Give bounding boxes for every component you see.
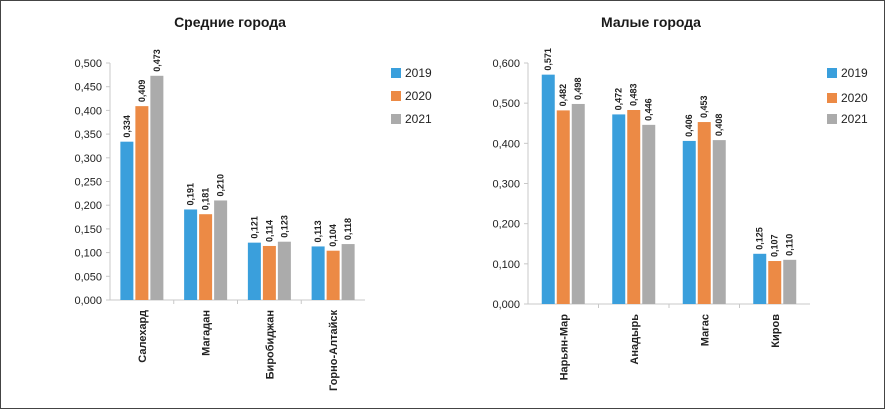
small-legend-swatch bbox=[827, 68, 837, 78]
mid-data-label: 0,123 bbox=[279, 215, 289, 238]
small-chart-title: Малые города bbox=[601, 14, 701, 30]
small-data-label: 0,453 bbox=[699, 96, 709, 119]
small-legend-swatch bbox=[827, 93, 837, 103]
mid-y-tick-label: 0,000 bbox=[74, 295, 102, 307]
mid-y-tick-label: 0,200 bbox=[74, 200, 102, 212]
mid-data-label: 0,113 bbox=[313, 220, 323, 242]
mid-bar bbox=[120, 141, 134, 300]
mid-data-label: 0,191 bbox=[186, 183, 196, 206]
small-category-label: Анадырь bbox=[629, 314, 641, 365]
small-data-label: 0,125 bbox=[755, 227, 765, 250]
mid-legend-swatch bbox=[391, 68, 401, 78]
mid-bar bbox=[326, 250, 340, 300]
small-bar bbox=[627, 109, 641, 305]
mid-bar bbox=[341, 244, 355, 300]
small-category-label: Магас bbox=[699, 314, 711, 346]
mid-bar bbox=[311, 246, 325, 300]
mid-y-tick-label: 0,050 bbox=[74, 271, 102, 283]
small-data-label: 0,483 bbox=[629, 83, 639, 106]
small-bar bbox=[783, 259, 797, 304]
small-bar bbox=[642, 124, 656, 305]
small-bar bbox=[768, 261, 782, 304]
mid-data-label: 0,473 bbox=[152, 49, 162, 72]
small-data-label: 0,408 bbox=[714, 114, 724, 137]
small-bar bbox=[556, 110, 570, 304]
small-data-label: 0,498 bbox=[573, 77, 583, 100]
mid-bar bbox=[199, 214, 213, 300]
mid-data-label: 0,114 bbox=[264, 220, 274, 242]
small-legend-label: 2020 bbox=[841, 91, 868, 105]
small-y-tick-label: 0,100 bbox=[492, 259, 520, 271]
mid-y-tick-label: 0,100 bbox=[74, 248, 102, 260]
mid-legend-swatch bbox=[391, 114, 401, 124]
small-data-label: 0,482 bbox=[558, 84, 568, 107]
mid-category-label: Салехард bbox=[137, 310, 149, 363]
small-y-tick-label: 0,300 bbox=[492, 179, 520, 191]
mid-data-label: 0,409 bbox=[137, 80, 147, 103]
small-category-label: Киров bbox=[770, 314, 782, 348]
small-data-label: 0,446 bbox=[644, 98, 654, 121]
small-data-label: 0,107 bbox=[770, 234, 780, 257]
small-bar bbox=[712, 140, 726, 304]
small-bar bbox=[571, 103, 585, 304]
small-bar bbox=[697, 122, 711, 304]
mid-y-tick-label: 0,300 bbox=[74, 153, 102, 165]
mid-y-tick-label: 0,250 bbox=[74, 177, 102, 189]
small-y-tick-label: 0,400 bbox=[492, 138, 520, 150]
small-y-tick-label: 0,000 bbox=[492, 299, 520, 311]
small-legend-swatch bbox=[827, 114, 837, 124]
mid-y-tick-label: 0,500 bbox=[74, 58, 102, 70]
small-bar bbox=[682, 140, 696, 304]
mid-legend-label: 2021 bbox=[405, 112, 432, 126]
mid-data-label: 0,181 bbox=[201, 188, 211, 211]
mid-data-label: 0,210 bbox=[216, 174, 226, 197]
mid-bar bbox=[214, 200, 228, 300]
mid-bar bbox=[135, 106, 149, 300]
mid-category-label: Магадан bbox=[201, 310, 213, 356]
mid-y-tick-label: 0,400 bbox=[74, 105, 102, 117]
mid-data-label: 0,104 bbox=[328, 224, 338, 247]
small-y-tick-label: 0,600 bbox=[492, 58, 520, 70]
mid-bar bbox=[277, 241, 291, 300]
small-bar bbox=[541, 74, 555, 304]
small-data-label: 0,110 bbox=[785, 234, 795, 256]
mid-legend-label: 2019 bbox=[405, 66, 432, 80]
mid-data-label: 0,118 bbox=[343, 218, 353, 240]
small-y-tick-label: 0,200 bbox=[492, 219, 520, 231]
small-legend-label: 2019 bbox=[841, 66, 868, 80]
small-bar bbox=[612, 114, 626, 304]
mid-data-label: 0,121 bbox=[249, 216, 259, 239]
small-data-label: 0,571 bbox=[543, 48, 553, 71]
mid-bar bbox=[247, 242, 261, 300]
mid-bar bbox=[262, 245, 276, 300]
mid-chart-title: Средние города bbox=[174, 14, 286, 30]
mid-y-tick-label: 0,450 bbox=[74, 82, 102, 94]
small-legend-label: 2021 bbox=[841, 112, 868, 126]
mid-category-label: Горно-Алтайск bbox=[328, 310, 340, 391]
small-data-label: 0,406 bbox=[684, 114, 694, 137]
small-y-tick-label: 0,500 bbox=[492, 98, 520, 110]
mid-y-tick-label: 0,150 bbox=[74, 224, 102, 236]
mid-bar bbox=[184, 209, 198, 300]
mid-bar bbox=[150, 75, 164, 300]
mid-legend-swatch bbox=[391, 91, 401, 101]
mid-legend-label: 2020 bbox=[405, 89, 432, 103]
mid-y-tick-label: 0,350 bbox=[74, 129, 102, 141]
small-data-label: 0,472 bbox=[614, 88, 624, 111]
small-category-label: Нарьян-Мар bbox=[558, 314, 570, 381]
mid-category-label: Биробиджан bbox=[264, 310, 276, 379]
small-bar bbox=[753, 253, 767, 304]
mid-data-label: 0,334 bbox=[122, 115, 132, 138]
